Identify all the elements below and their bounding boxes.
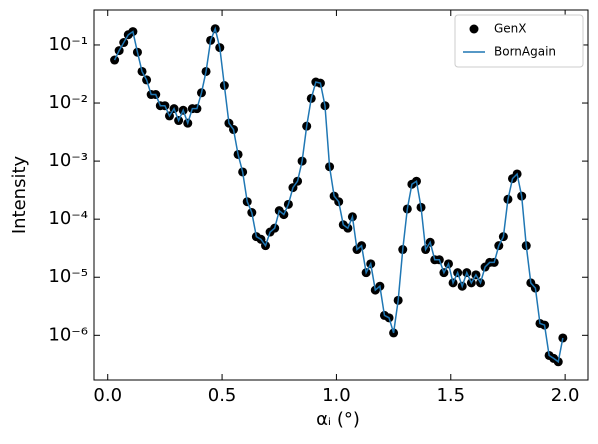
legend-label: GenX	[494, 22, 527, 36]
y-tick-label: 10⁻¹	[48, 34, 88, 55]
x-tick-label: 0.0	[93, 385, 122, 406]
x-tick-label: 1.0	[322, 385, 351, 406]
legend-marker	[469, 24, 479, 34]
plot-frame	[93, 9, 589, 381]
x-tick-label: 1.5	[436, 385, 465, 406]
legend-box	[454, 14, 584, 68]
x-axis-label: αᵢ (°)	[316, 409, 360, 430]
x-tick-label: 0.5	[208, 385, 237, 406]
y-axis-label: Intensity	[9, 155, 30, 234]
legend-label: BornAgain	[494, 45, 556, 59]
y-tick-label: 10⁻⁵	[48, 266, 88, 287]
line	[113, 26, 564, 364]
y-tick-label: 10⁻⁴	[48, 208, 88, 229]
x-tick-label: 2.0	[551, 385, 580, 406]
y-tick-label: 10⁻²	[48, 92, 88, 113]
y-tick-label: 10⁻⁶	[48, 324, 88, 345]
y-tick-label: 10⁻³	[48, 150, 88, 171]
point	[558, 333, 568, 343]
